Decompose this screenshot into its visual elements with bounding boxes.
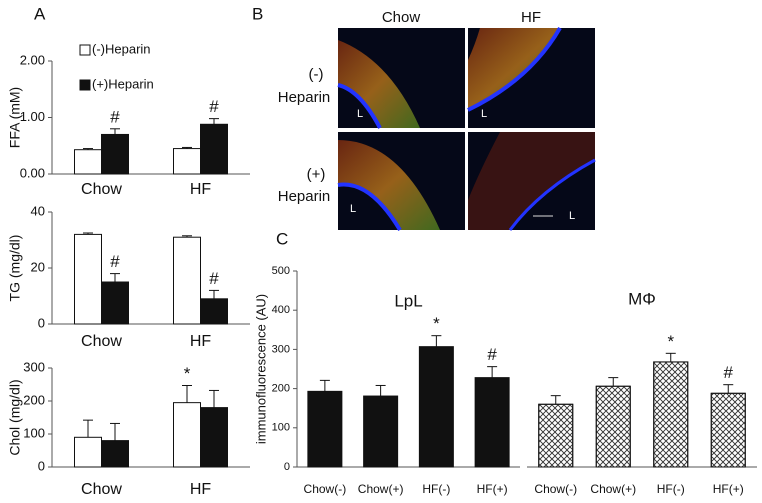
annotation: #	[110, 252, 120, 271]
annotation: #	[724, 363, 734, 382]
annotation: *	[667, 332, 674, 351]
legend-swatch	[79, 44, 91, 56]
x-tick-label: HF	[190, 333, 212, 350]
panel-label: C	[276, 229, 288, 248]
y-tick-label: 0	[284, 461, 290, 473]
lumen-label: L	[350, 203, 356, 215]
bar-hatch	[595, 385, 631, 468]
chart-title: LpL	[394, 291, 422, 310]
y-tick-label: 100	[23, 425, 45, 440]
y-axis-label: Chol (mg/dl)	[7, 379, 23, 455]
bar	[200, 407, 228, 468]
x-tick-label: Chow	[81, 481, 122, 498]
x-tick-label: HF(+)	[477, 482, 508, 496]
y-axis-label: TG (mg/dl)	[7, 235, 23, 302]
x-tick-label: Chow(+)	[590, 482, 636, 496]
x-tick-label: HF(-)	[422, 482, 450, 496]
annotation: #	[209, 97, 219, 116]
y-tick-label: 100	[272, 422, 290, 434]
panel-label: B	[252, 4, 263, 23]
tissue	[338, 40, 420, 128]
bar	[173, 236, 201, 325]
bar	[74, 436, 102, 468]
annotation: *	[184, 364, 191, 383]
y-tick-label: 400	[272, 304, 290, 316]
y-tick-label: 40	[31, 203, 45, 218]
y-tick-label: 300	[23, 359, 45, 374]
lumen-label: L	[357, 108, 363, 120]
bar	[101, 281, 129, 325]
bar	[101, 133, 129, 175]
y-tick-label: 200	[272, 383, 290, 395]
panel-label: A	[34, 4, 46, 23]
y-tick-label: 500	[272, 265, 290, 277]
tissue	[338, 140, 440, 230]
bar-hatch	[653, 361, 689, 468]
column-label: HF	[521, 9, 541, 26]
lumen-label: L	[569, 210, 575, 222]
row-label: Heparin	[278, 188, 331, 205]
y-tick-label: 0.00	[20, 165, 45, 180]
tissue-edge	[508, 158, 596, 231]
column-label: Chow	[382, 9, 421, 26]
y-tick-label: 0	[38, 315, 45, 330]
y-axis-label: immunofluorescence (AU)	[253, 294, 268, 444]
x-tick-label: HF	[190, 481, 212, 498]
annotation: #	[209, 269, 219, 288]
y-tick-label: 1.00	[20, 109, 45, 124]
row-label: (-)	[309, 66, 324, 83]
micrograph-grid: Chow HF (-) Heparin (+) Heparin L L L L	[278, 9, 596, 232]
row-label: (+)	[307, 166, 326, 183]
legend-swatch	[79, 79, 91, 91]
x-tick-label: Chow(+)	[358, 482, 404, 496]
x-tick-label: Chow(-)	[534, 482, 577, 496]
x-tick-label: HF	[190, 181, 212, 198]
x-tick-label: Chow(-)	[304, 482, 347, 496]
bar-hatch	[538, 403, 574, 468]
x-tick-label: Chow	[81, 333, 122, 350]
bar	[74, 149, 102, 175]
tissue-edge	[337, 182, 402, 232]
annotation: #	[487, 345, 497, 364]
bar	[74, 233, 102, 325]
annotation: *	[433, 314, 440, 333]
bar-hatch	[710, 392, 746, 468]
bar	[418, 346, 454, 468]
tissue	[468, 132, 595, 230]
annotation: #	[110, 107, 120, 126]
tissue-edge	[337, 83, 382, 129]
bar	[173, 402, 201, 468]
tissue	[468, 28, 560, 110]
y-tick-label: 2.00	[20, 52, 45, 67]
bar	[474, 377, 510, 468]
legend-label: (-)Heparin	[92, 41, 151, 56]
x-tick-label: HF(+)	[713, 482, 744, 496]
bar	[200, 298, 228, 325]
bar	[363, 395, 399, 468]
tissue-edge	[467, 26, 562, 112]
y-tick-label: 300	[272, 343, 290, 355]
bar	[101, 440, 129, 468]
x-tick-label: HF(-)	[657, 482, 685, 496]
x-tick-label: Chow	[81, 181, 122, 198]
y-tick-label: 200	[23, 392, 45, 407]
y-tick-label: 20	[31, 259, 45, 274]
lumen-label: L	[481, 108, 487, 120]
bar	[307, 390, 343, 468]
bar	[200, 123, 228, 175]
chart-title: MΦ	[628, 289, 656, 308]
bar	[173, 148, 201, 175]
y-axis-label: FFA (mM)	[7, 87, 23, 148]
row-label: Heparin	[278, 89, 331, 106]
y-tick-label: 0	[38, 458, 45, 473]
legend-label: (+)Heparin	[92, 76, 154, 91]
